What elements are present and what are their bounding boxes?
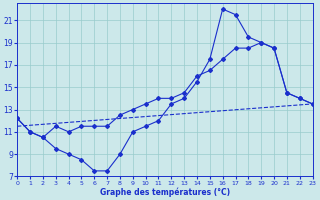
X-axis label: Graphe des températures (°C): Graphe des températures (°C): [100, 187, 230, 197]
